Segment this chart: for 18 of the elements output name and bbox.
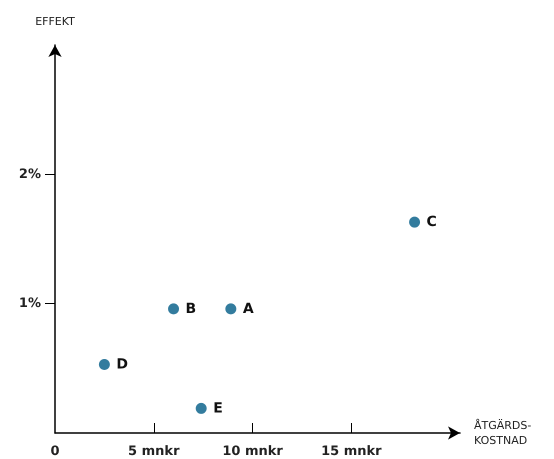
x-tick-label: 10 mnkr	[222, 444, 284, 459]
x-tick-label: 15 mnkr	[321, 444, 382, 459]
point	[196, 402, 207, 414]
annotation: E	[213, 400, 223, 416]
annotation: D	[116, 356, 128, 372]
x-axis-title: ÅTGÄRDS- KOSTNAD	[474, 418, 532, 447]
annotation: A	[242, 300, 254, 317]
y-axis-title: EFFEKT	[35, 15, 76, 28]
annotation: B	[186, 300, 196, 317]
y-tick-label: 1%	[18, 296, 41, 312]
point	[409, 216, 420, 228]
x-tick-label: 5 mnkr	[128, 444, 180, 459]
point	[168, 303, 180, 314]
point	[225, 303, 236, 314]
annotation: C	[426, 214, 437, 230]
x-tick-label: 0	[50, 444, 60, 459]
point	[98, 358, 110, 370]
y-tick-label: 2%	[18, 166, 41, 182]
